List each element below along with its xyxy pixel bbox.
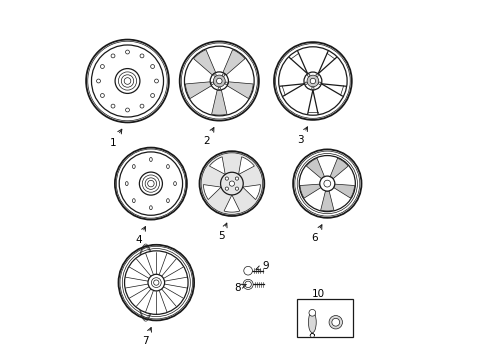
Ellipse shape (119, 152, 182, 215)
Ellipse shape (111, 54, 115, 58)
Ellipse shape (125, 108, 129, 112)
Ellipse shape (244, 266, 252, 275)
Ellipse shape (307, 74, 309, 76)
Ellipse shape (305, 82, 306, 84)
Text: 2: 2 (203, 127, 213, 146)
Ellipse shape (229, 181, 234, 186)
Polygon shape (238, 157, 254, 175)
Ellipse shape (140, 104, 143, 108)
Ellipse shape (308, 310, 315, 316)
Ellipse shape (149, 158, 152, 162)
Ellipse shape (218, 87, 220, 90)
Ellipse shape (331, 318, 339, 326)
Ellipse shape (124, 78, 131, 84)
Ellipse shape (243, 279, 253, 289)
Ellipse shape (222, 74, 224, 76)
Ellipse shape (91, 45, 163, 117)
Text: 6: 6 (311, 225, 321, 243)
Polygon shape (333, 184, 354, 198)
Ellipse shape (224, 82, 227, 85)
Polygon shape (242, 185, 260, 199)
Ellipse shape (213, 75, 225, 87)
Polygon shape (224, 195, 239, 212)
Bar (296, 299, 352, 337)
Ellipse shape (150, 64, 154, 68)
Polygon shape (305, 158, 324, 179)
Ellipse shape (199, 151, 264, 216)
Ellipse shape (311, 87, 313, 89)
Ellipse shape (211, 82, 213, 85)
Text: 10: 10 (311, 289, 325, 299)
Ellipse shape (154, 79, 158, 83)
Ellipse shape (132, 199, 135, 203)
Ellipse shape (225, 177, 228, 180)
Polygon shape (320, 191, 333, 211)
Ellipse shape (147, 180, 154, 187)
Polygon shape (211, 90, 226, 115)
Ellipse shape (210, 72, 228, 90)
Ellipse shape (213, 74, 216, 76)
Ellipse shape (278, 47, 346, 115)
Text: 5: 5 (217, 223, 226, 242)
Polygon shape (185, 82, 211, 99)
Ellipse shape (124, 251, 188, 314)
Ellipse shape (132, 165, 135, 168)
Ellipse shape (166, 199, 169, 203)
Ellipse shape (100, 94, 104, 98)
Ellipse shape (323, 180, 330, 187)
Ellipse shape (140, 54, 143, 58)
Text: 9: 9 (256, 261, 268, 271)
Ellipse shape (142, 175, 159, 192)
Ellipse shape (304, 72, 321, 90)
Ellipse shape (318, 82, 320, 84)
Ellipse shape (315, 74, 318, 76)
Text: 1: 1 (110, 129, 122, 148)
Ellipse shape (100, 64, 104, 68)
Text: 7: 7 (142, 328, 151, 346)
Text: 8: 8 (234, 283, 245, 293)
Ellipse shape (173, 181, 176, 186)
Polygon shape (209, 157, 225, 175)
Polygon shape (226, 82, 253, 99)
Ellipse shape (309, 78, 315, 84)
Polygon shape (300, 184, 320, 198)
Ellipse shape (225, 187, 228, 190)
Ellipse shape (111, 104, 115, 108)
Ellipse shape (125, 50, 129, 54)
Ellipse shape (328, 315, 342, 329)
Ellipse shape (166, 165, 169, 168)
Polygon shape (223, 50, 244, 75)
Ellipse shape (150, 94, 154, 98)
Ellipse shape (153, 280, 159, 285)
Ellipse shape (184, 46, 254, 116)
Ellipse shape (306, 75, 318, 87)
Ellipse shape (137, 244, 154, 321)
Ellipse shape (96, 79, 100, 83)
Ellipse shape (235, 187, 238, 190)
Polygon shape (193, 50, 215, 75)
Ellipse shape (137, 247, 154, 318)
Ellipse shape (118, 72, 136, 90)
Text: 4: 4 (135, 226, 145, 245)
Ellipse shape (299, 156, 355, 212)
Ellipse shape (148, 274, 164, 291)
Ellipse shape (308, 312, 316, 333)
Ellipse shape (125, 181, 128, 186)
Ellipse shape (220, 172, 243, 195)
Ellipse shape (235, 177, 238, 180)
Ellipse shape (149, 206, 152, 210)
Ellipse shape (216, 78, 222, 84)
Ellipse shape (137, 246, 154, 320)
Polygon shape (203, 185, 221, 199)
Polygon shape (329, 158, 347, 179)
Ellipse shape (319, 176, 334, 191)
Text: 3: 3 (296, 127, 307, 145)
